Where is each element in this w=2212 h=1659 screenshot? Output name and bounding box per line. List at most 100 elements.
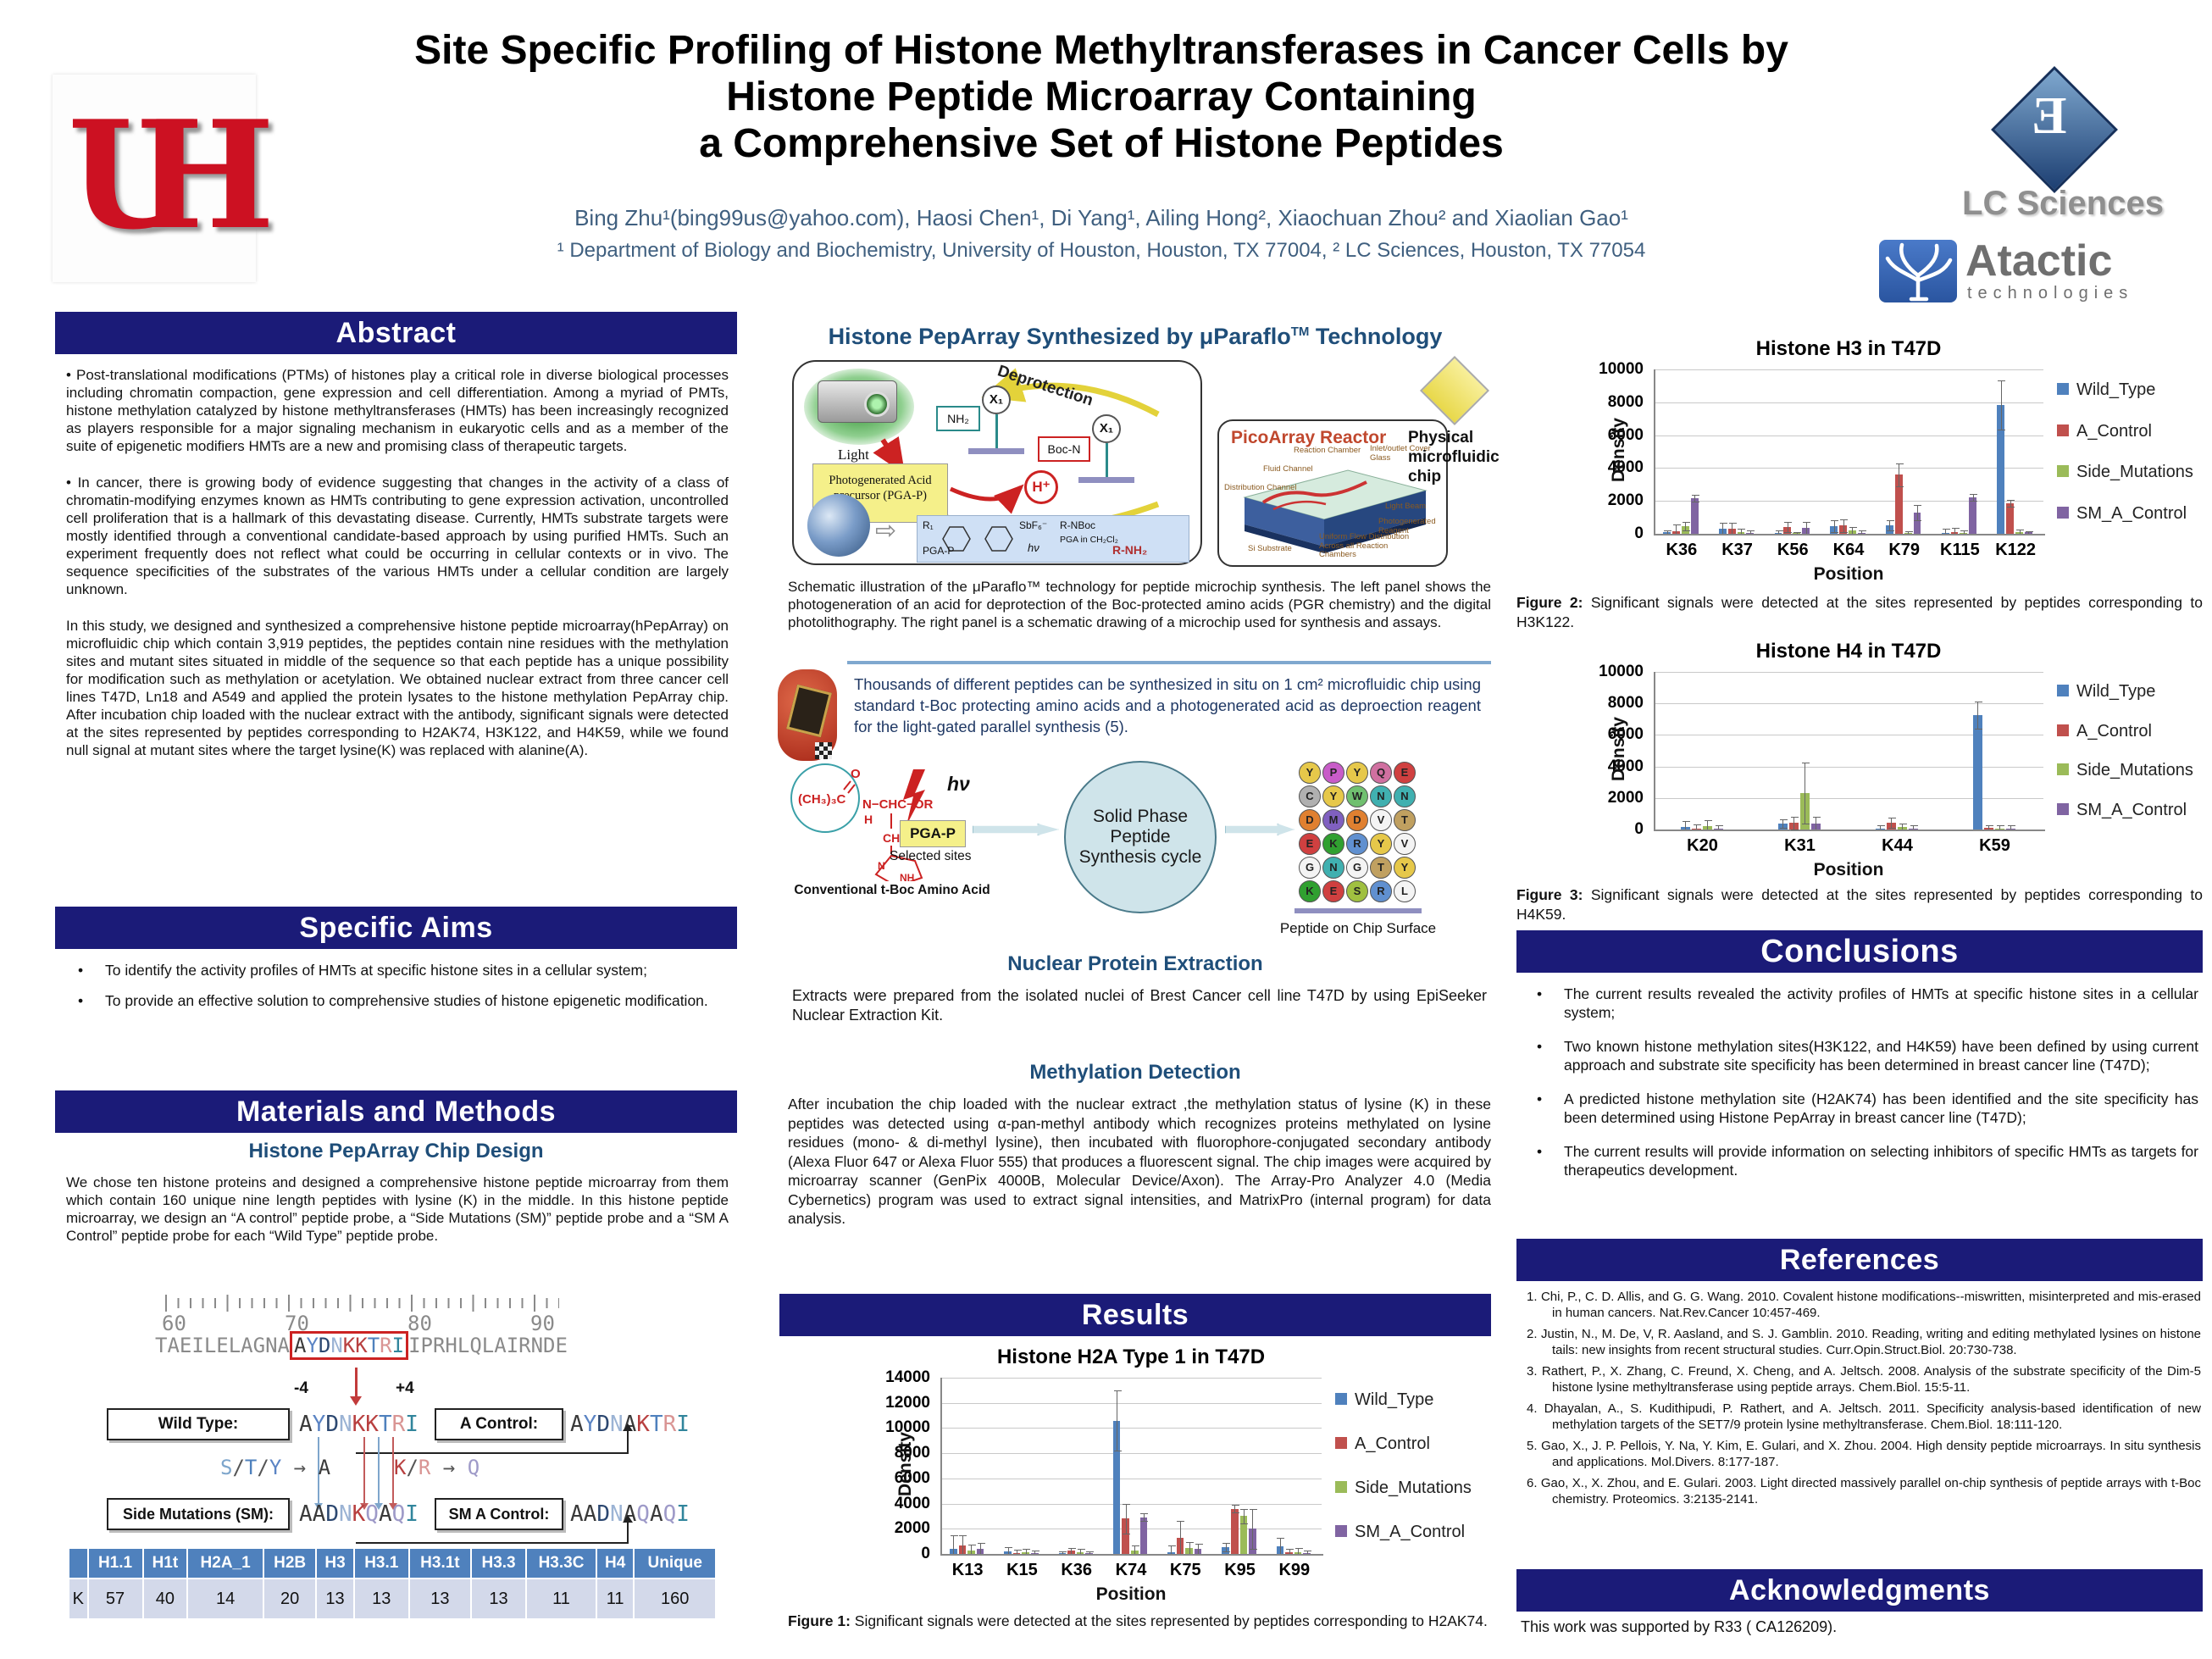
figure1-caption-text: Significant signals were detected at the…	[850, 1612, 1488, 1629]
x-axis-label: Position	[1813, 860, 1884, 879]
figure3-caption: Figure 3: Significant signals were detec…	[1516, 885, 2203, 924]
gridline	[1654, 369, 2043, 370]
y-tick-label: 6000	[1607, 425, 1644, 444]
references-header: References	[1516, 1239, 2203, 1281]
error-bar	[1913, 824, 1914, 830]
bar	[1746, 532, 1755, 534]
error-bar	[1089, 1551, 1090, 1554]
gridline	[1654, 501, 2043, 502]
amino-acid-bead: S	[1346, 880, 1368, 902]
error-bar	[1793, 816, 1794, 830]
error-bar	[2010, 500, 2011, 507]
error-bar-cap	[1996, 824, 2004, 826]
table-cell: 11	[525, 1578, 597, 1620]
error-bar	[1861, 530, 1863, 534]
amino-acid-bead: P	[1322, 762, 1344, 784]
table-header-cell: H3.3C	[525, 1547, 597, 1579]
amino-acid-bead: E	[1394, 762, 1416, 784]
bar	[1303, 1553, 1311, 1554]
y-tick-label: 10000	[1599, 360, 1644, 378]
picoarray-label-uniform-flow: Uniform Flow Distribution Across all Rea…	[1319, 532, 1410, 559]
amino-acid-bead: Y	[1394, 857, 1416, 879]
y-tick-label: 6000	[894, 1468, 930, 1487]
ruler-number: 80	[407, 1312, 432, 1335]
error-bar-cap	[1277, 1537, 1285, 1539]
error-bar	[1234, 1505, 1236, 1512]
error-bar-cap	[1790, 816, 1799, 818]
pgap-box: PGA-P	[900, 820, 966, 847]
conclusion-item: The current results revealed the activit…	[1525, 985, 2198, 1022]
legend-item: Side_Mutations	[1335, 1479, 1481, 1498]
y-tick-label: 10000	[1599, 663, 1644, 680]
gridline	[1654, 468, 2043, 469]
error-bar	[1740, 528, 1742, 534]
legend-label: Side_Mutations	[2076, 463, 2193, 482]
error-bar-cap	[1747, 530, 1755, 531]
bar	[1222, 1546, 1229, 1554]
error-bar-cap	[1294, 1548, 1303, 1550]
title-line-3: a Comprehensive Set of Histone Peptides	[699, 121, 1504, 166]
x-tick-label: K36	[1061, 1561, 1093, 1579]
legend-item: A_Control	[1335, 1434, 1481, 1454]
error-bar	[1179, 1521, 1181, 1554]
x-axis-label: Position	[1813, 564, 1884, 584]
context-right: IPRHLQLAIRNDE	[408, 1334, 568, 1357]
error-bar-cap	[1970, 494, 1978, 496]
y-axis-label: Density	[1609, 717, 1628, 781]
amino-acid-bead: D	[1346, 809, 1368, 831]
legend-item: SM_A_Control	[1335, 1523, 1481, 1542]
error-bar	[1062, 1551, 1063, 1554]
error-bar-cap	[1715, 824, 1723, 826]
bar	[1122, 1518, 1129, 1554]
error-bar-cap	[1140, 1513, 1149, 1515]
boc-n-box: Boc-N	[1038, 436, 1090, 462]
error-bar	[1666, 530, 1668, 534]
bar	[1690, 498, 1699, 534]
error-bar	[1025, 1549, 1027, 1554]
amino-acid-bead: Y	[1370, 833, 1392, 855]
conclusions-header: Conclusions	[1516, 930, 2203, 973]
error-bar	[1916, 505, 1918, 520]
sty-arrow	[314, 1437, 323, 1510]
error-bar	[1080, 1549, 1082, 1554]
gridline	[940, 1453, 1322, 1455]
bar	[2006, 503, 2015, 534]
tboc-caption: Conventional t-Boc Amino Acid	[794, 883, 990, 897]
picoarray-label-cover-glass: Inlet/outlet Cover Glass	[1370, 444, 1431, 463]
legend-label: SM_A_Control	[2076, 503, 2187, 523]
figure2-chart: Histone H3 in T47D 0 2000 4000 6000 8000 10000…	[1577, 337, 2204, 590]
amino-acid-bead: L	[1394, 880, 1416, 902]
picoarray-panel: PicoArray Reactor Reaction Chamber Inlet…	[1217, 419, 1448, 567]
legend-swatch	[2057, 424, 2069, 436]
bar	[1913, 512, 1921, 534]
legend-label: A_Control	[2076, 421, 2152, 441]
chip-design-paragraph: We chose ten histone proteins and design…	[66, 1174, 729, 1244]
reference-item: 2. Justin, N., M. De, V, R. Aasland, and…	[1527, 1327, 2201, 1357]
bar	[1783, 527, 1792, 534]
legend-swatch	[2057, 763, 2069, 776]
legend-label: SM_A_Control	[2076, 800, 2187, 819]
error-bar	[1945, 528, 1947, 534]
conclusion-item: Two known histone methylation sites(H3K1…	[1525, 1037, 2198, 1074]
hv-label: hν	[947, 773, 970, 795]
error-bar	[1676, 524, 1677, 534]
projector-icon	[818, 380, 897, 423]
table-header-cell: H2B	[262, 1547, 318, 1579]
reference-item: 4. Dhayalan, A., S. Kudithipudi, P. Rath…	[1527, 1401, 2201, 1432]
error-bar-cap	[1910, 824, 1918, 826]
fingertip-chip-photo	[778, 669, 837, 761]
reference-item: 6. Gao, X., X. Zhou, and E. Gulari. 2003…	[1527, 1476, 2201, 1506]
context-left: TAEILELAGNA	[155, 1334, 290, 1357]
amino-acid-bead: Y	[1346, 762, 1368, 784]
chart-plot-area	[1654, 369, 2045, 535]
tech-caption: Schematic illustration of the μParaflo™ …	[788, 579, 1491, 630]
y-tick-label: 10000	[885, 1418, 930, 1437]
bar	[1067, 1551, 1075, 1554]
error-bar	[1718, 824, 1719, 830]
error-bar	[1198, 1544, 1200, 1554]
error-bar-cap	[1985, 825, 1993, 827]
error-bar-cap	[1998, 380, 2006, 381]
error-bar-cap	[1779, 827, 1788, 829]
